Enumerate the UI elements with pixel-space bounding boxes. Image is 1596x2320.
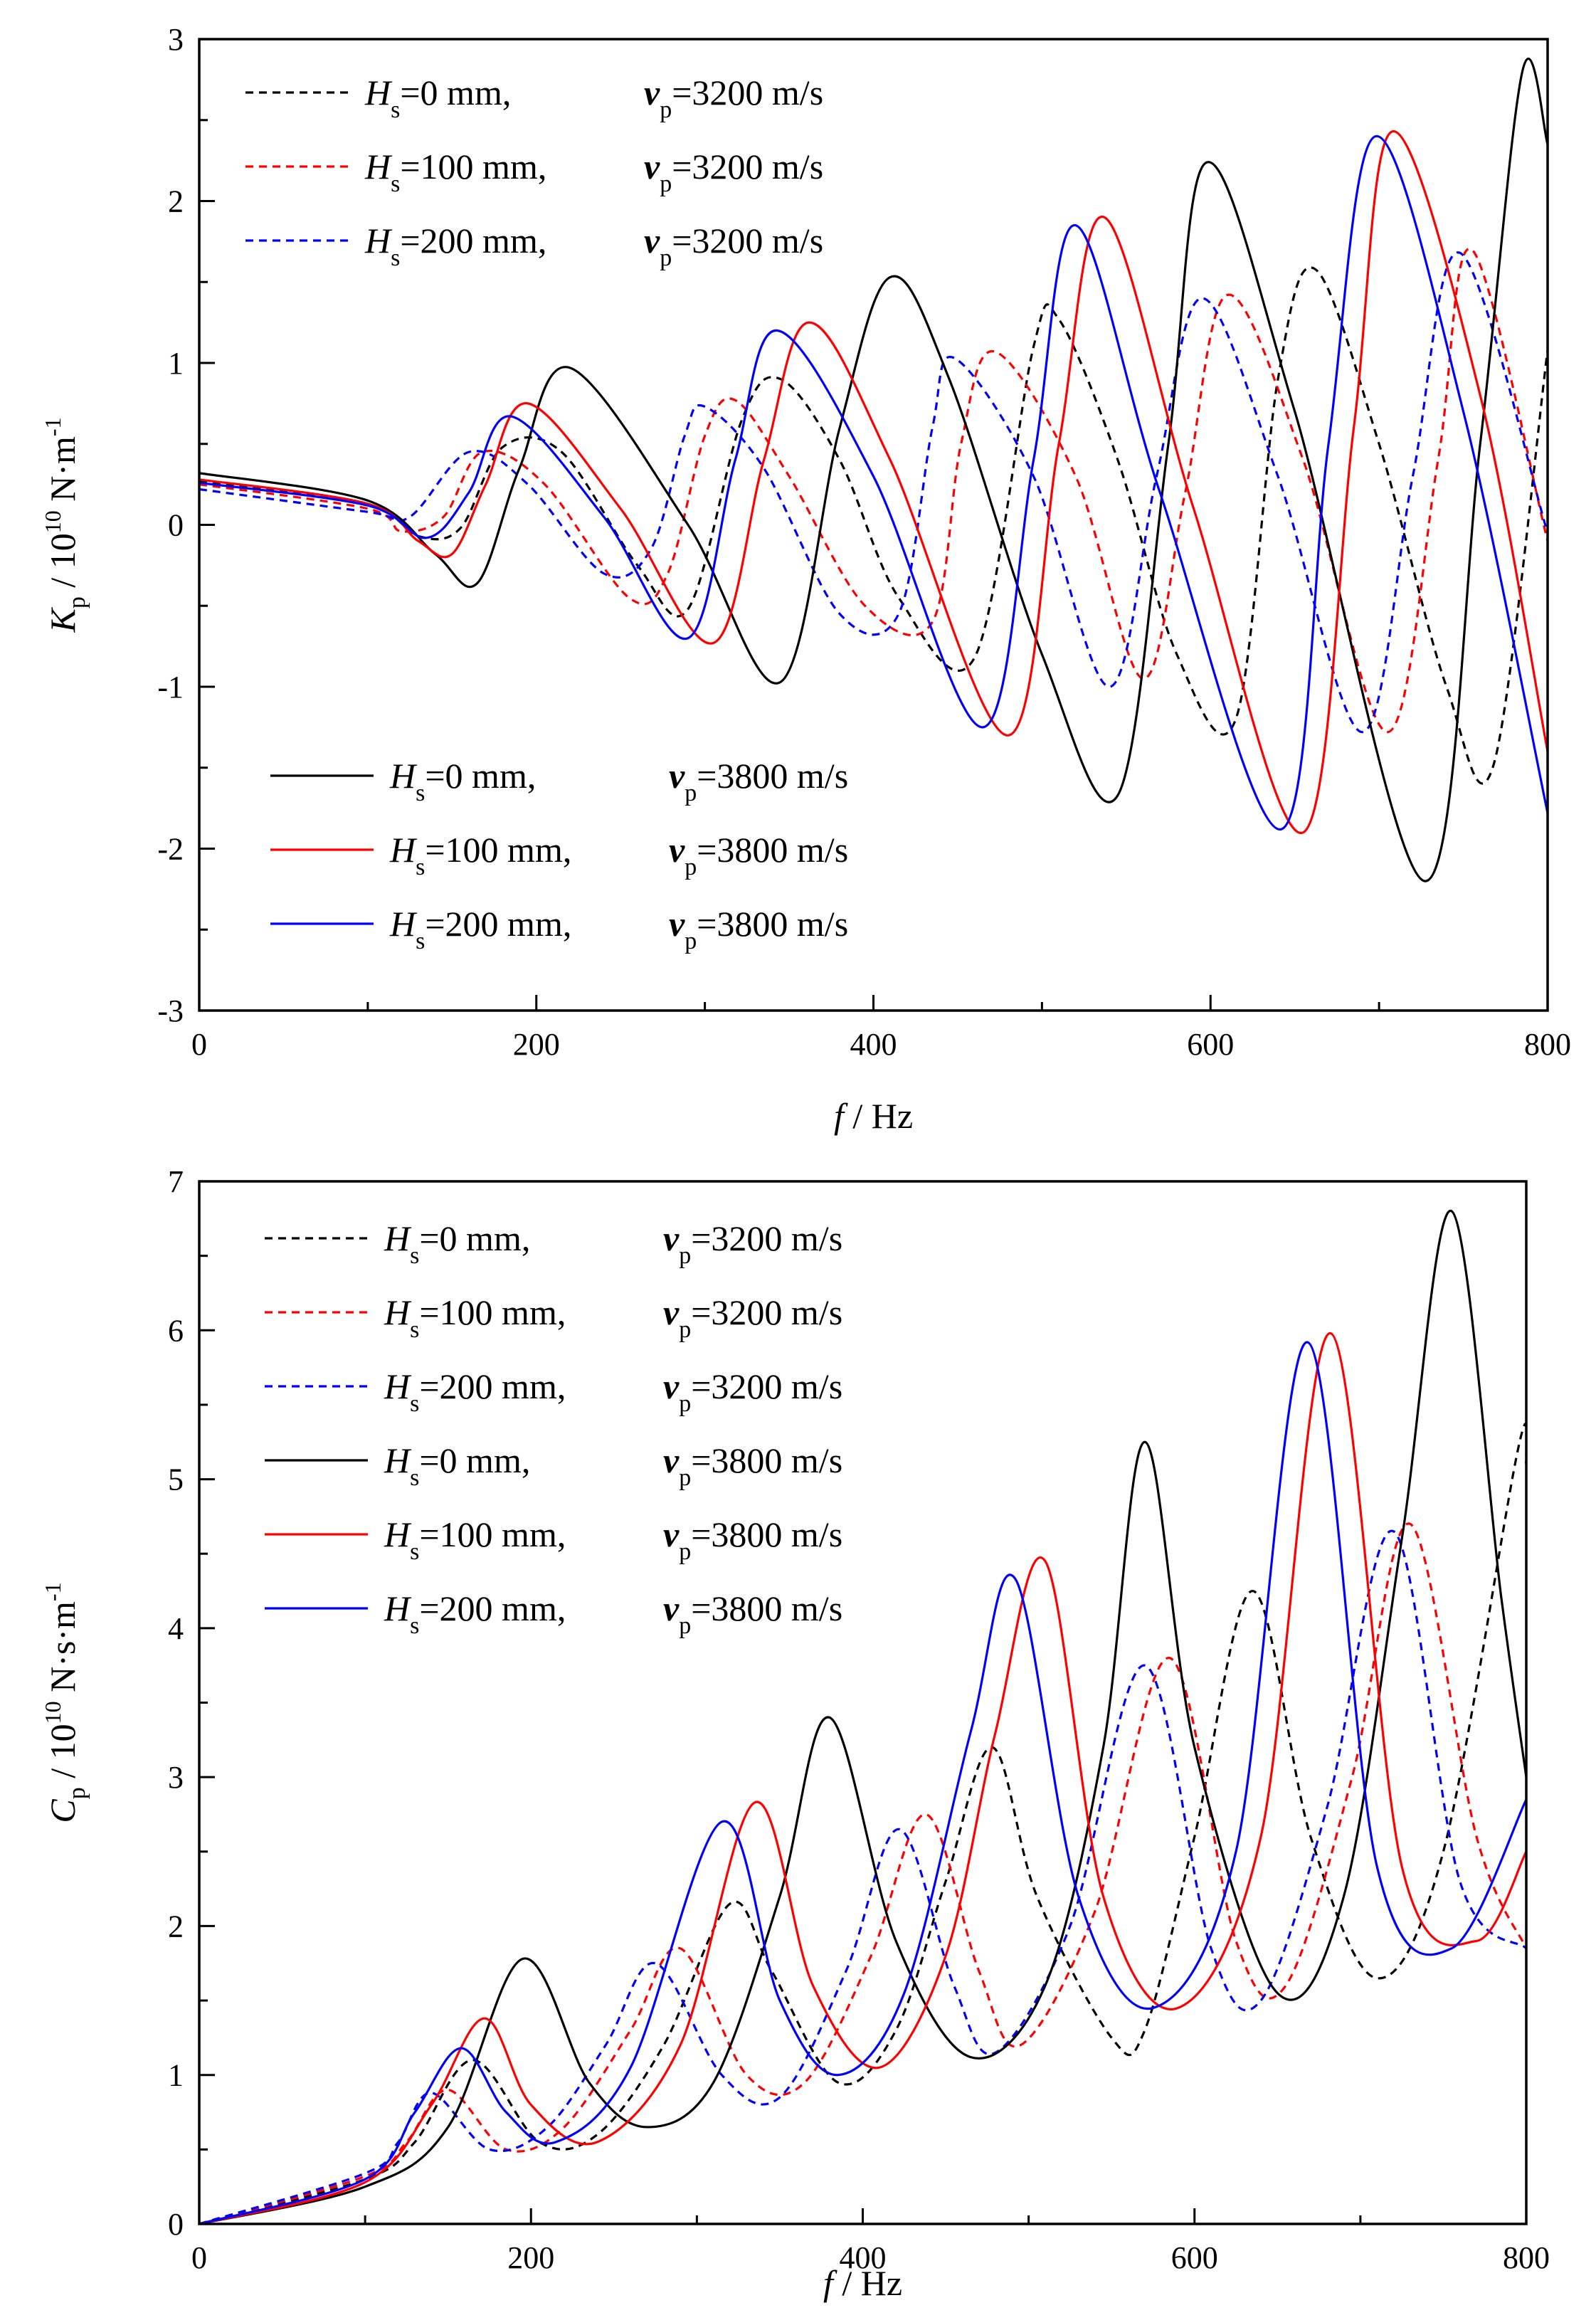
series-line-cp-0 bbox=[199, 1423, 1526, 2224]
legend-label-hs: Hs=0 mm, bbox=[364, 73, 511, 123]
legend-label-hs: Hs=200 mm, bbox=[384, 1588, 566, 1639]
series-line-cp-4 bbox=[199, 1332, 1526, 2224]
y-tick-label: 3 bbox=[168, 22, 184, 57]
y-tick-label: 7 bbox=[168, 1164, 184, 1199]
legend-label-hs: Hs=100 mm, bbox=[389, 830, 571, 880]
legend-entry: Hs=100 mm, vp=3200 m/s bbox=[265, 1292, 842, 1343]
y-tick-label: -3 bbox=[157, 993, 184, 1028]
legend-entry: Hs=100 mm, vp=3200 m/s bbox=[245, 147, 823, 197]
legend-entry: Hs=200 mm, vp=3200 m/s bbox=[245, 221, 823, 271]
x-tick-label: 600 bbox=[1171, 2240, 1218, 2275]
y-axis-label: Cp / 1010 N·s·m-1 bbox=[40, 1582, 90, 1823]
legend-label-hs: Hs=0 mm, bbox=[384, 1440, 530, 1491]
legend-label-vp: vp=3200 m/s bbox=[644, 73, 823, 123]
series-line-kp-4 bbox=[199, 130, 1548, 834]
legend-label-hs: Hs=100 mm, bbox=[384, 1292, 566, 1343]
legend-label-hs: Hs=100 mm, bbox=[364, 147, 546, 197]
y-tick-label: 1 bbox=[168, 346, 184, 381]
series-line-cp-3 bbox=[199, 1210, 1526, 2224]
legend-label-vp: vp=3800 m/s bbox=[663, 1440, 842, 1491]
legend-label-hs: Hs=100 mm, bbox=[384, 1514, 566, 1565]
series-group bbox=[199, 57, 1548, 882]
x-tick-label: 400 bbox=[850, 1027, 897, 1062]
legend-entry: Hs=200 mm, vp=3800 m/s bbox=[265, 1588, 842, 1639]
series-line-kp-0 bbox=[199, 266, 1548, 785]
legend-label-vp: vp=3800 m/s bbox=[669, 756, 848, 806]
legend-entry: Hs=100 mm, vp=3800 m/s bbox=[270, 830, 848, 880]
series-line-cp-1 bbox=[199, 1522, 1526, 2224]
legend-label-vp: vp=3200 m/s bbox=[644, 221, 823, 271]
x-axis-label: f / Hz bbox=[834, 1096, 913, 1136]
y-tick-label: 6 bbox=[168, 1313, 184, 1348]
x-tick-label: 800 bbox=[1503, 2240, 1550, 2275]
chart-cp: 0 200 400 600 800 0 1 2 3 4 5 6 7 f / Hz Cp / 1010 N·s… bbox=[40, 1164, 1550, 2303]
x-tick-label: 400 bbox=[840, 2240, 887, 2275]
legend-entry: Hs=200 mm, vp=3800 m/s bbox=[270, 904, 848, 954]
series-group bbox=[199, 1210, 1526, 2224]
legend-label-vp: vp=3800 m/s bbox=[669, 830, 848, 880]
y-tick-label: -1 bbox=[157, 670, 184, 705]
series-line-kp-1 bbox=[199, 247, 1548, 734]
y-tick-label: 2 bbox=[168, 1909, 184, 1944]
chart-kp: 0 200 400 600 800 -3 -2 -1 0 1 2 3 f / Hz Kp / 1010 N… bbox=[40, 22, 1571, 1136]
x-tick-label: 200 bbox=[513, 1027, 560, 1062]
legend-entry: Hs=0 mm, vp=3800 m/s bbox=[265, 1440, 842, 1491]
legend-label-hs: Hs=0 mm, bbox=[389, 756, 536, 806]
x-tick-label: 200 bbox=[507, 2240, 554, 2275]
legend-entry: Hs=0 mm, vp=3200 m/s bbox=[265, 1218, 842, 1269]
series-line-cp-2 bbox=[199, 1529, 1526, 2224]
y-tick-label: 5 bbox=[168, 1462, 184, 1497]
legend-label-vp: vp=3800 m/s bbox=[669, 904, 848, 954]
legend-entry: Hs=100 mm, vp=3800 m/s bbox=[265, 1514, 842, 1565]
legend-label-vp: vp=3200 m/s bbox=[663, 1366, 842, 1417]
legend-label-hs: Hs=200 mm, bbox=[364, 221, 546, 271]
y-tick-label: -2 bbox=[157, 832, 184, 867]
legend: Hs=0 mm, vp=3800 m/s Hs=100 mm, vp=3800 m/s… bbox=[270, 756, 848, 954]
y-tick-label: 2 bbox=[168, 184, 184, 219]
series-line-kp-2 bbox=[199, 251, 1548, 734]
series-line-kp-5 bbox=[199, 135, 1548, 831]
y-axis-label: Kp / 1010 N·m-1 bbox=[40, 417, 90, 633]
x-tick-label: 600 bbox=[1187, 1027, 1234, 1062]
legend-entry: Hs=0 mm, vp=3200 m/s bbox=[245, 73, 823, 123]
legend-label-hs: Hs=0 mm, bbox=[384, 1218, 530, 1269]
x-tick-label: 0 bbox=[191, 2240, 207, 2275]
y-tick-label: 0 bbox=[168, 508, 184, 543]
legend-label-vp: vp=3200 m/s bbox=[663, 1218, 842, 1269]
legend-entry: Hs=0 mm, vp=3800 m/s bbox=[270, 756, 848, 806]
y-tick-label: 1 bbox=[168, 2058, 184, 2093]
plot-frame bbox=[198, 1180, 1528, 2225]
series-line-cp-5 bbox=[199, 1341, 1526, 2224]
x-tick-label: 0 bbox=[191, 1027, 207, 1062]
x-axis-label: f / Hz bbox=[823, 2263, 902, 2303]
y-tick-label: 0 bbox=[168, 2207, 184, 2242]
y-tick-label: 3 bbox=[168, 1760, 184, 1795]
legend-label-vp: vp=3200 m/s bbox=[663, 1292, 842, 1343]
y-tick-label: 4 bbox=[168, 1611, 184, 1646]
legend-label-vp: vp=3200 m/s bbox=[644, 147, 823, 197]
legend-label-hs: Hs=200 mm, bbox=[389, 904, 571, 954]
legend-label-vp: vp=3800 m/s bbox=[663, 1514, 842, 1565]
legend: Hs=0 mm, vp=3200 m/s Hs=100 mm, vp=3200 m/s… bbox=[265, 1218, 842, 1639]
legend-label-hs: Hs=200 mm, bbox=[384, 1366, 566, 1417]
legend-entry: Hs=200 mm, vp=3200 m/s bbox=[265, 1366, 842, 1417]
x-tick-label: 800 bbox=[1524, 1027, 1571, 1062]
legend: Hs=0 mm, vp=3200 m/s Hs=100 mm, vp=3200 m/s… bbox=[245, 73, 823, 271]
legend-label-vp: vp=3800 m/s bbox=[663, 1588, 842, 1639]
